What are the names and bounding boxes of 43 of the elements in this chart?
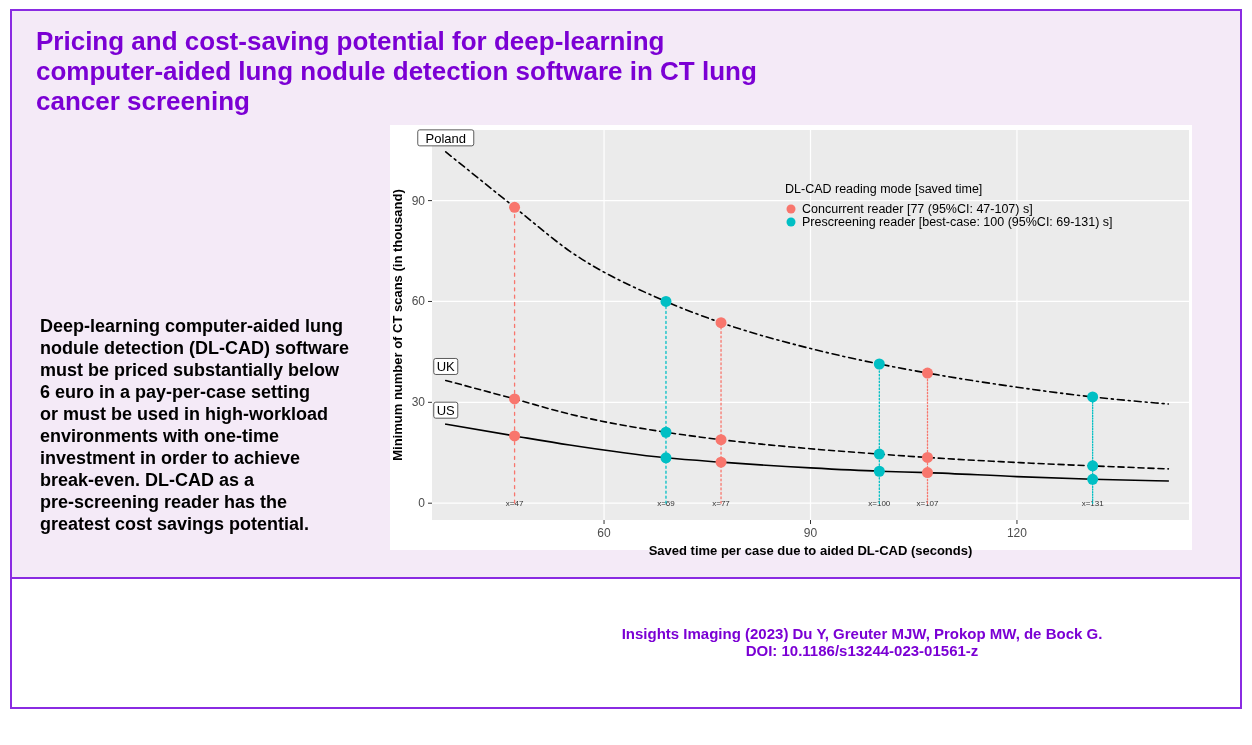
chart-title: Pricing and cost-saving potential for deep-learning computer-aided lung nodule detection software in CT lung cancer screening [36,26,757,116]
legend-title: DL-CAD reading mode [saved time] [785,182,983,196]
point [1087,391,1099,403]
annotation: x=77 [712,499,731,509]
series-label: US [436,403,456,419]
text: Deep-learning computer-aided lung nodule detection (DL-CAD) software must be priced substantially below 6 euro in a pay-per-case setting or must be used in high-workload environments with one-time investment in order to achieve break-even. DL-CAD as a pre-screening reader has the greatest cost savings potential. [40,316,349,534]
annotation: x=131 [1081,499,1105,509]
point [1087,460,1099,472]
point [921,451,933,463]
point [509,201,521,213]
point [715,456,727,468]
point [660,452,672,464]
point [873,465,885,477]
point [921,367,933,379]
x-axis-title: Saved time per case due to aided DL-CAD (seconds) [648,542,973,558]
y-tick-label: 90 [411,193,426,208]
annotation: x=107 [916,499,940,509]
point [509,430,521,442]
y-tick-label: 0 [418,496,426,511]
point [509,393,521,405]
point [660,295,672,307]
y-tick-label: 60 [411,294,426,309]
point [921,467,933,479]
annotation: x=47 [505,499,524,509]
point [715,434,727,446]
point [660,426,672,438]
series-label: Poland [425,130,467,146]
point [873,448,885,460]
y-tick-label: 30 [411,395,426,410]
point [873,358,885,370]
x-tick-label: 60 [597,526,612,540]
point [715,317,727,329]
text: DOI: 10.1186/s13244-023-01561-z [745,642,979,659]
point [1087,473,1099,485]
text: Insights Imaging (2023) Du Y, Greuter MJW, Prokop MW, de Bock G. [621,625,1103,642]
annotation: x=100 [868,499,891,509]
x-tick-label: 120 [1006,526,1028,540]
x-tick-label: 90 [803,526,818,540]
y-axis-title: Minimum number of CT scans (in thousand) [390,189,405,461]
series-label: UK [436,359,456,375]
legend-label: Concurrent reader [77 (95%CI: 47-107) s] [802,202,1033,216]
legend-label: Prescreening reader [best-case: 100 (95%CI: 69-131) s] [802,215,1113,229]
annotation: x=69 [657,499,676,509]
